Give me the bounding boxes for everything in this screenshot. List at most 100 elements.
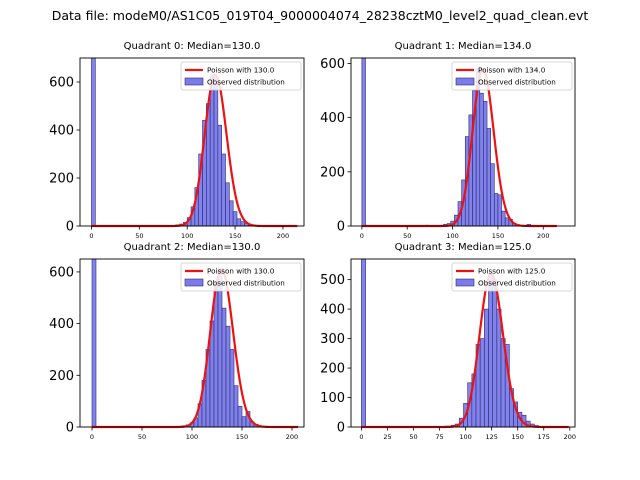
histogram-bar: [483, 101, 488, 227]
quadrant-3-chart: Quadrant 3: Median=125.0 0 100 200 300 400 50…: [320, 242, 576, 441]
legend-bar-swatch: [184, 77, 204, 86]
quadrant-1-legend: Poisson with 134.0 Observed distribution: [451, 61, 573, 91]
histogram-bar: [229, 200, 234, 227]
y-tick-label: 400: [49, 124, 74, 139]
y-tick-label: 300: [320, 332, 345, 347]
histogram-bar: [504, 217, 510, 227]
legend-curve-label: Poisson with 125.0: [478, 267, 546, 276]
x-tick-label: 200: [537, 232, 549, 240]
histogram-bar: [490, 163, 495, 227]
x-tick-label: 0: [359, 433, 363, 441]
x-tick-label: 100: [459, 433, 471, 441]
x-tick-label: 200: [564, 433, 576, 441]
histogram-bar: [361, 258, 366, 428]
poisson-curve: [92, 268, 298, 429]
x-tick-label: 125: [485, 433, 497, 441]
histogram-bar: [91, 258, 97, 428]
axes-frame: [350, 258, 576, 428]
legend-box: [180, 61, 302, 91]
x-tick-label: 0: [90, 433, 94, 441]
figure-title: Data file: modeM0/AS1C05_019T04_90000040…: [52, 8, 589, 23]
x-tick-label: 50: [138, 433, 146, 441]
y-tick-label: 0: [66, 421, 74, 436]
legend-curve-label: Poisson with 130.0: [207, 66, 275, 75]
quadrant-0-chart: Quadrant 0: Median=130.0 0 200 400 600 0 50 10…: [49, 41, 305, 240]
axes-frame: [350, 57, 576, 227]
histogram-bar: [217, 269, 223, 428]
histogram-bar: [221, 307, 227, 428]
quadrant-0-title: Quadrant 0: Median=130.0: [124, 41, 261, 52]
x-tick-label: 0: [89, 232, 93, 240]
histogram-bar: [217, 124, 222, 227]
legend-bar-swatch: [455, 278, 475, 287]
x-tick-label: 50: [135, 232, 143, 240]
y-tick-label: 200: [49, 369, 74, 384]
histogram-bar: [232, 211, 238, 227]
histogram-bar: [236, 218, 242, 227]
legend-bar-label: Observed distribution: [478, 279, 556, 288]
histogram-bar: [497, 194, 502, 227]
legend-curve-label: Poisson with 134.0: [478, 66, 546, 75]
quadrant-3-title: Quadrant 3: Median=125.0: [395, 242, 532, 253]
y-tick-label: 400: [49, 317, 74, 332]
histogram-bar: [479, 92, 484, 227]
histogram-bar: [484, 308, 489, 428]
x-tick-label: 150: [236, 433, 248, 441]
histogram-bar: [241, 416, 247, 428]
histogram-bar: [493, 193, 499, 227]
legend-curve-label: Poisson with 130.0: [207, 267, 275, 276]
histogram-bar: [361, 57, 366, 227]
quadrant-0-legend: Poisson with 130.0 Observed distribution: [180, 61, 302, 91]
y-tick-label: 200: [49, 172, 74, 187]
legend-bar-swatch: [455, 77, 475, 86]
y-tick-label: 600: [49, 76, 74, 91]
x-tick-label: 100: [186, 433, 198, 441]
axes-frame: [79, 57, 305, 227]
histogram-bar: [488, 273, 493, 428]
quadrant-1-chart: Quadrant 1: Median=134.0 0 200 400 600 0 50 10…: [320, 41, 576, 240]
x-tick-label: 100: [446, 232, 458, 240]
legend-bar-swatch: [184, 278, 204, 287]
quadrant-3-axes: 0 100 200 300 400 500 0 25 50 75 100 125 150 175 200: [320, 258, 576, 441]
x-tick-label: 175: [538, 433, 550, 441]
legend-bar-label: Observed distribution: [207, 279, 285, 288]
histogram-bar: [496, 308, 502, 428]
histogram-bar: [233, 385, 239, 428]
histogram-bar: [240, 221, 245, 227]
poisson-curve: [91, 73, 298, 228]
histogram-bar: [492, 279, 498, 428]
x-tick-label: 75: [435, 433, 443, 441]
x-tick-label: 200: [277, 232, 289, 240]
legend-box: [451, 262, 573, 292]
histogram-bar: [221, 153, 226, 227]
x-tick-label: 150: [511, 433, 523, 441]
legend-bar-label: Observed distribution: [478, 78, 556, 87]
histogram-bar: [225, 182, 230, 227]
y-tick-label: 600: [320, 57, 345, 72]
histogram-bar: [213, 76, 219, 227]
quadrant-2-title: Quadrant 2: Median=130.0: [124, 242, 261, 253]
histogram-bar: [501, 210, 506, 227]
quadrant-1-bars: [361, 57, 535, 227]
quadrant-3-legend: Poisson with 125.0 Observed distribution: [451, 262, 573, 292]
x-tick-label: 25: [383, 433, 391, 441]
x-tick-label: 100: [181, 232, 193, 240]
y-tick-label: 0: [337, 220, 345, 235]
x-tick-label: 0: [360, 232, 364, 240]
histogram-bar: [91, 57, 96, 227]
histogram-bar: [486, 128, 491, 227]
y-tick-label: 200: [320, 362, 345, 377]
legend-box: [451, 61, 573, 91]
histogram-bar: [237, 406, 243, 428]
x-tick-label: 50: [409, 433, 417, 441]
x-tick-label: 150: [229, 232, 241, 240]
quadrant-1-title: Quadrant 1: Median=134.0: [395, 41, 532, 52]
y-tick-label: 400: [320, 111, 345, 126]
y-tick-label: 600: [49, 265, 74, 280]
legend-bar-label: Observed distribution: [207, 78, 285, 87]
histogram-bar: [209, 74, 215, 227]
y-tick-label: 0: [337, 421, 345, 436]
quadrant-0-axes: 0 200 400 600 0 50 100 150 200: [49, 57, 305, 240]
histogram-bar: [229, 349, 235, 428]
